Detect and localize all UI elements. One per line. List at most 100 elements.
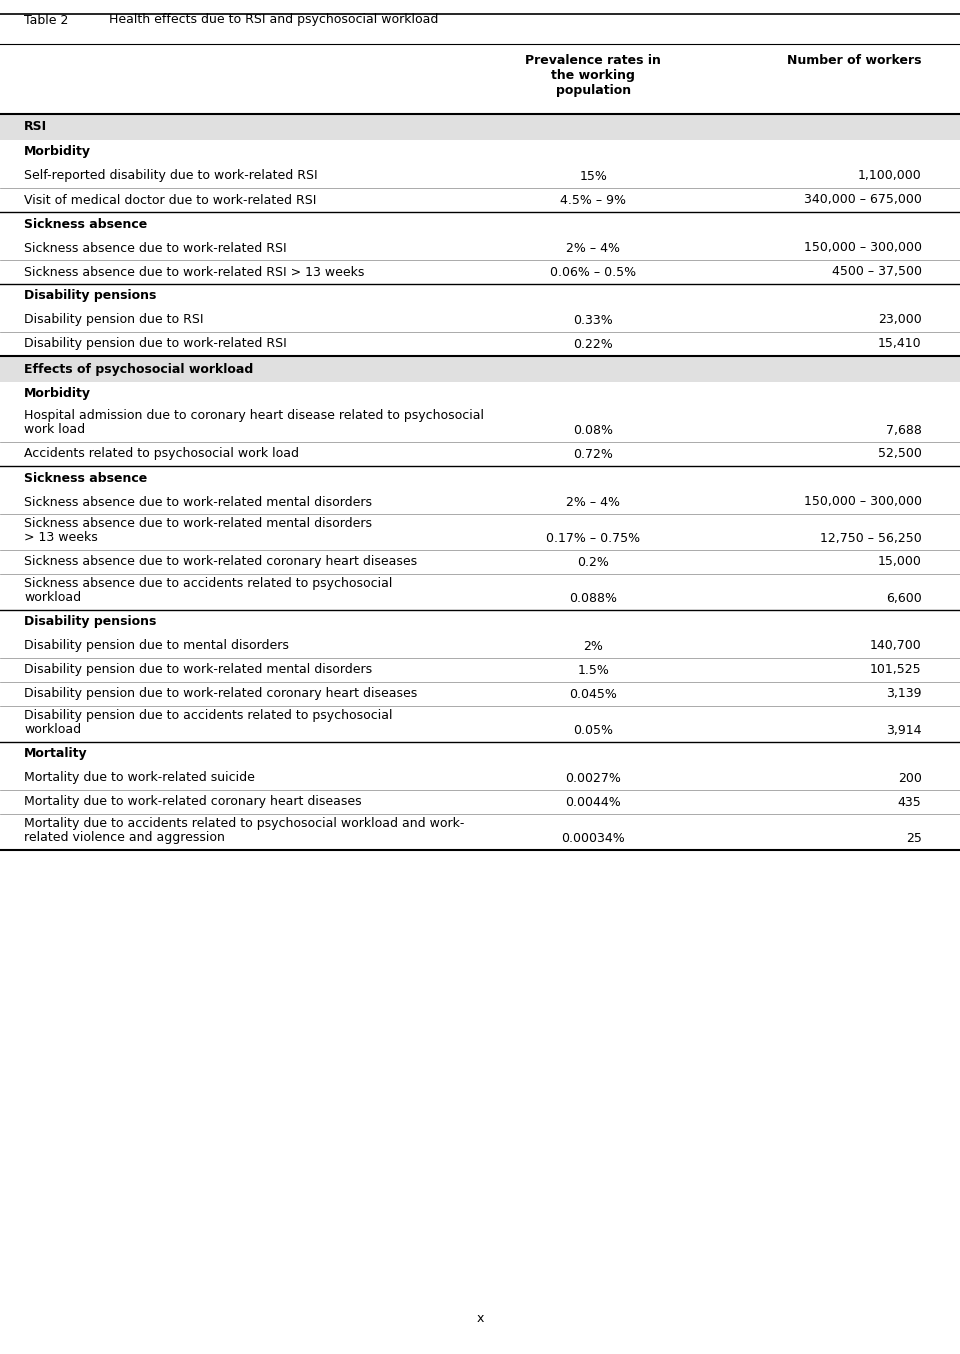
Text: 12,750 – 56,250: 12,750 – 56,250 (820, 532, 922, 546)
Text: 0.05%: 0.05% (573, 724, 613, 737)
Bar (0, 406, 960, 441)
Bar (0, 789, 960, 814)
Text: 3,914: 3,914 (886, 724, 922, 737)
Text: Prevalence rates in
the working
population: Prevalence rates in the working populati… (525, 54, 661, 97)
Text: work load: work load (24, 422, 85, 436)
Text: 435: 435 (898, 796, 922, 808)
Text: 0.08%: 0.08% (573, 424, 613, 437)
Bar (0, 213, 960, 236)
Text: Number of workers: Number of workers (787, 54, 922, 66)
Text: Hospital admission due to coronary heart disease related to psychosocial: Hospital admission due to coronary heart… (24, 409, 484, 422)
Text: workload: workload (24, 723, 82, 737)
Text: 1.5%: 1.5% (577, 663, 610, 677)
Bar (0, 284, 960, 307)
Text: 2%: 2% (584, 639, 603, 653)
Text: Sickness absence: Sickness absence (24, 218, 147, 230)
Text: Disability pension due to work-related coronary heart diseases: Disability pension due to work-related c… (24, 688, 418, 700)
Text: 0.22%: 0.22% (573, 337, 613, 351)
Bar (0, 658, 960, 682)
Text: Sickness absence due to work-related mental disorders: Sickness absence due to work-related men… (24, 517, 372, 529)
Bar (0, 466, 960, 490)
Text: Disability pensions: Disability pensions (24, 616, 156, 628)
Bar (0, 114, 960, 139)
Text: 0.17% – 0.75%: 0.17% – 0.75% (546, 532, 640, 546)
Text: 0.00034%: 0.00034% (562, 831, 625, 845)
Text: 0.045%: 0.045% (569, 688, 617, 700)
Text: Visit of medical doctor due to work-related RSI: Visit of medical doctor due to work-rela… (24, 194, 317, 207)
Bar (0, 550, 960, 574)
Bar (0, 742, 960, 766)
Bar (0, 356, 960, 382)
Text: 0.2%: 0.2% (577, 555, 610, 569)
Text: 4.5% – 9%: 4.5% – 9% (561, 194, 626, 207)
Text: 200: 200 (898, 772, 922, 784)
Text: 0.0027%: 0.0027% (565, 772, 621, 784)
Text: 23,000: 23,000 (877, 314, 922, 326)
Text: 101,525: 101,525 (870, 663, 922, 677)
Text: 1,100,000: 1,100,000 (858, 169, 922, 183)
Text: Mortality: Mortality (24, 747, 87, 761)
Text: 0.06% – 0.5%: 0.06% – 0.5% (550, 265, 636, 279)
Bar (0, 332, 960, 356)
Bar (0, 515, 960, 550)
Text: Morbidity: Morbidity (24, 387, 91, 401)
Bar (0, 574, 960, 611)
Text: 340,000 – 675,000: 340,000 – 675,000 (804, 194, 922, 207)
Bar (0, 611, 960, 634)
Text: x: x (476, 1312, 484, 1326)
Bar (0, 490, 960, 515)
Text: > 13 weeks: > 13 weeks (24, 531, 98, 544)
Text: 2% – 4%: 2% – 4% (566, 496, 620, 509)
Bar (0, 766, 960, 789)
Text: 2% – 4%: 2% – 4% (566, 241, 620, 255)
Text: Accidents related to psychosocial work load: Accidents related to psychosocial work l… (24, 448, 299, 460)
Text: Health effects due to RSI and psychosocial workload: Health effects due to RSI and psychosoci… (109, 14, 439, 27)
Text: 3,139: 3,139 (886, 688, 922, 700)
Text: 150,000 – 300,000: 150,000 – 300,000 (804, 496, 922, 509)
Text: 6,600: 6,600 (886, 592, 922, 605)
Text: Sickness absence due to work-related mental disorders: Sickness absence due to work-related men… (24, 496, 372, 509)
Bar (0, 814, 960, 850)
Bar (0, 139, 960, 164)
Bar (0, 705, 960, 742)
Text: 25: 25 (905, 831, 922, 845)
Text: 140,700: 140,700 (870, 639, 922, 653)
Bar (0, 260, 960, 284)
Text: 0.0044%: 0.0044% (565, 796, 621, 808)
Text: Mortality due to work-related suicide: Mortality due to work-related suicide (24, 772, 254, 784)
Text: 150,000 – 300,000: 150,000 – 300,000 (804, 241, 922, 255)
Text: Disability pensions: Disability pensions (24, 290, 156, 302)
Bar (0, 441, 960, 466)
Text: 0.72%: 0.72% (573, 448, 613, 460)
Text: Sickness absence due to accidents related to psychosocial: Sickness absence due to accidents relate… (24, 577, 393, 590)
Text: Mortality due to accidents related to psychosocial workload and work-: Mortality due to accidents related to ps… (24, 816, 465, 830)
Text: RSI: RSI (24, 121, 47, 134)
Bar (0, 634, 960, 658)
Text: Sickness absence due to work-related coronary heart diseases: Sickness absence due to work-related cor… (24, 555, 418, 569)
Bar (0, 307, 960, 332)
Text: Self-reported disability due to work-related RSI: Self-reported disability due to work-rel… (24, 169, 318, 183)
Text: Sickness absence due to work-related RSI > 13 weeks: Sickness absence due to work-related RSI… (24, 265, 365, 279)
Text: 7,688: 7,688 (886, 424, 922, 437)
Text: 4500 – 37,500: 4500 – 37,500 (831, 265, 922, 279)
Text: Sickness absence: Sickness absence (24, 471, 147, 485)
Text: Mortality due to work-related coronary heart diseases: Mortality due to work-related coronary h… (24, 796, 362, 808)
Text: 15,000: 15,000 (877, 555, 922, 569)
Bar (0, 164, 960, 188)
Text: Disability pension due to work-related RSI: Disability pension due to work-related R… (24, 337, 287, 351)
Text: Morbidity: Morbidity (24, 145, 91, 158)
Bar (0, 382, 960, 406)
Text: Disability pension due to mental disorders: Disability pension due to mental disorde… (24, 639, 289, 653)
Bar (0, 682, 960, 705)
Text: 15%: 15% (579, 169, 608, 183)
Text: Table 2: Table 2 (24, 14, 68, 27)
Text: Sickness absence due to work-related RSI: Sickness absence due to work-related RSI (24, 241, 287, 255)
Text: related violence and aggression: related violence and aggression (24, 831, 225, 844)
Text: Disability pension due to work-related mental disorders: Disability pension due to work-related m… (24, 663, 372, 677)
Bar (0, 188, 960, 213)
Bar (0, 236, 960, 260)
Text: 0.088%: 0.088% (569, 592, 617, 605)
Text: Disability pension due to accidents related to psychosocial: Disability pension due to accidents rela… (24, 709, 393, 722)
Text: 15,410: 15,410 (878, 337, 922, 351)
Text: Disability pension due to RSI: Disability pension due to RSI (24, 314, 204, 326)
